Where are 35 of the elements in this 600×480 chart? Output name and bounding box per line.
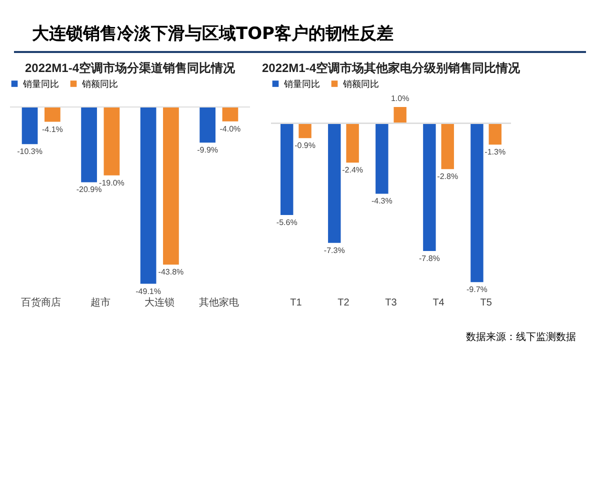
data-label: -2.8% [437, 172, 458, 182]
x-tick-label: 大连锁 [144, 296, 175, 308]
chart-title: 2022M1-4空调市场其他家电分级别销售同比情况 [262, 61, 522, 75]
data-label: 1.0% [390, 94, 410, 103]
data-label: -49.1% [136, 286, 161, 296]
x-tick-label: T2 [338, 298, 350, 308]
source-note: 数据来源：线下监测数据 [465, 330, 577, 345]
data-label: -4.3% [371, 196, 392, 206]
x-tick-label: T5 [480, 298, 492, 308]
data-label: -10.3% [17, 147, 42, 156]
data-label: -9.9% [197, 146, 218, 155]
chart-title: 2022M1-4空调市场分渠道销售同比情况 [24, 61, 236, 75]
text: 大连锁销售冷淡下滑与区域TOP客户的韧性反差 [14, 0, 586, 53]
data-label: -19.0% [99, 178, 124, 188]
legend-label: 销额同比 [342, 78, 379, 89]
data-label: -20.9% [76, 185, 102, 194]
data-label: -5.6% [276, 218, 298, 227]
data-label: -4.0% [220, 124, 241, 134]
data-label: -2.4% [342, 166, 364, 175]
data-label: -9.7% [466, 285, 488, 294]
x-tick-label: 超市 [90, 296, 110, 308]
data-label: -4.1% [42, 124, 63, 134]
data-label: -0.9% [294, 141, 316, 150]
x-tick-label: T1 [290, 298, 302, 308]
x-tick-label: T3 [385, 298, 398, 308]
legend-label: 销额同比 [81, 78, 118, 89]
data-label: -7.3% [324, 246, 345, 255]
data-label: -1.3% [484, 148, 506, 157]
x-tick-label: 百货商店 [21, 296, 62, 308]
x-tick-label: T4 [432, 298, 445, 308]
legend-label: 销量同比 [283, 78, 320, 89]
legend-label: 销量同比 [22, 78, 59, 89]
data-label: -7.8% [418, 254, 440, 263]
data-label: -43.8% [158, 268, 184, 277]
x-tick-label: 其他家电 [198, 296, 239, 308]
